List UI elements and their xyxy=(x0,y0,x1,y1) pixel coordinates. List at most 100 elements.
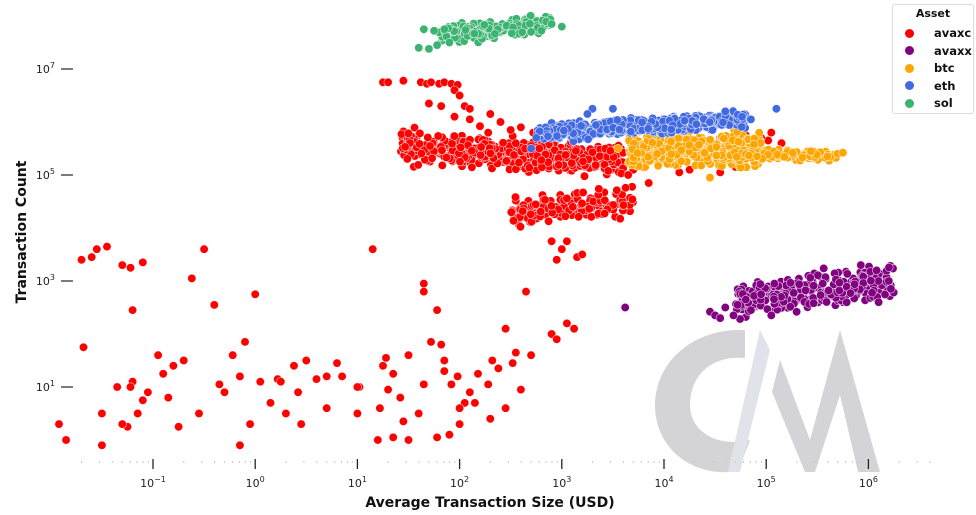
point-avaxx xyxy=(867,288,877,298)
point-avaxc xyxy=(526,350,536,360)
point-avaxc xyxy=(498,138,508,148)
legend-item-btc[interactable]: btc xyxy=(905,60,955,76)
point-eth xyxy=(718,117,728,127)
legend-item-avaxx[interactable]: avaxx xyxy=(905,43,972,59)
point-eth xyxy=(679,116,689,126)
y-axis: 101 103 105 107 xyxy=(36,61,73,394)
point-btc xyxy=(838,148,848,158)
point-avaxc xyxy=(495,117,505,127)
point-avaxc xyxy=(473,369,483,379)
y-tick-label: 105 xyxy=(36,167,55,182)
point-btc xyxy=(666,149,676,159)
point-eth xyxy=(591,120,601,130)
point-avaxc xyxy=(447,139,457,149)
point-sol xyxy=(424,44,434,54)
legend-item-avaxc[interactable]: avaxc xyxy=(905,25,971,41)
point-eth xyxy=(643,124,653,134)
point-avaxc xyxy=(240,337,250,347)
point-avaxc xyxy=(179,355,189,365)
point-avaxx xyxy=(818,279,828,289)
point-avaxc xyxy=(423,133,433,143)
x-tick-label: 104 xyxy=(654,475,673,490)
point-eth xyxy=(705,117,715,127)
point-avaxc xyxy=(644,178,654,188)
point-avaxc xyxy=(128,305,138,315)
legend-item-sol[interactable]: sol xyxy=(905,95,953,111)
point-eth xyxy=(637,117,647,127)
point-avaxc xyxy=(441,153,451,163)
point-avaxc xyxy=(470,398,480,408)
point-sol xyxy=(419,24,429,34)
point-eth xyxy=(746,114,756,124)
point-eth xyxy=(559,126,569,136)
point-btc xyxy=(754,128,764,138)
point-avaxc xyxy=(296,419,306,429)
point-avaxc xyxy=(77,255,87,265)
point-avaxx xyxy=(884,276,894,286)
point-eth xyxy=(543,131,553,141)
point-avaxx xyxy=(728,310,738,320)
point-avaxc xyxy=(403,128,413,138)
y-tick-label: 103 xyxy=(36,273,55,288)
point-avaxc xyxy=(400,142,410,152)
point-avaxc xyxy=(228,350,238,360)
point-btc xyxy=(788,148,798,158)
point-avaxc xyxy=(623,170,633,180)
point-avaxc xyxy=(426,337,436,347)
point-avaxc xyxy=(426,77,436,87)
point-sol xyxy=(432,40,442,50)
point-avaxc xyxy=(595,151,605,161)
legend-marker-icon xyxy=(905,28,914,38)
point-avaxx xyxy=(766,310,776,320)
point-avaxc xyxy=(352,408,362,418)
point-avaxc xyxy=(516,385,526,395)
point-avaxc xyxy=(483,128,493,138)
x-axis-title: Average Transaction Size (USD) xyxy=(365,495,614,511)
point-eth xyxy=(576,121,586,131)
point-avaxx xyxy=(769,294,779,304)
point-avaxc xyxy=(424,99,434,109)
point-avaxc xyxy=(220,387,230,397)
point-avaxc xyxy=(485,414,495,424)
point-avaxc xyxy=(526,209,536,219)
point-avaxc xyxy=(534,144,544,154)
point-sol xyxy=(517,27,527,37)
point-sol xyxy=(469,29,479,39)
point-avaxc xyxy=(444,430,454,440)
point-eth xyxy=(582,109,592,119)
point-avaxc xyxy=(536,207,546,217)
point-avaxc xyxy=(414,139,424,149)
point-avaxx xyxy=(720,302,730,312)
point-avaxc xyxy=(403,350,413,360)
point-avaxx xyxy=(845,288,855,298)
point-btc xyxy=(822,152,832,162)
x-tick-label: 101 xyxy=(348,475,367,490)
point-avaxc xyxy=(332,358,342,368)
point-avaxc xyxy=(560,211,570,221)
point-avaxc xyxy=(524,163,534,173)
point-avaxc xyxy=(511,348,521,358)
point-avaxc xyxy=(301,355,311,365)
point-eth xyxy=(771,104,781,114)
point-avaxc xyxy=(427,153,437,163)
point-avaxc xyxy=(560,150,570,160)
point-avaxc xyxy=(250,289,260,299)
point-avaxx xyxy=(850,279,860,289)
point-avaxc xyxy=(552,255,562,265)
series-avaxc xyxy=(54,76,786,450)
point-btc xyxy=(647,138,657,148)
point-avaxc xyxy=(605,146,615,156)
point-avaxc xyxy=(446,379,456,389)
point-avaxc xyxy=(569,324,579,334)
series-avaxx xyxy=(620,260,899,324)
point-btc xyxy=(806,146,816,156)
legend-marker-icon xyxy=(905,63,914,73)
point-avaxc xyxy=(577,198,587,208)
point-sol xyxy=(557,22,567,32)
legend-item-eth[interactable]: eth xyxy=(905,78,955,94)
point-avaxx xyxy=(809,281,819,291)
point-avaxc xyxy=(187,273,197,283)
point-avaxc xyxy=(322,371,332,381)
point-avaxc xyxy=(557,244,567,254)
point-avaxc xyxy=(546,201,556,211)
